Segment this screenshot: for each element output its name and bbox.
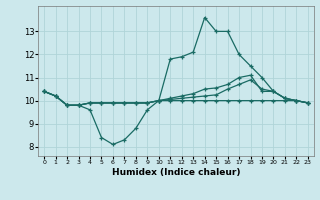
- X-axis label: Humidex (Indice chaleur): Humidex (Indice chaleur): [112, 168, 240, 177]
